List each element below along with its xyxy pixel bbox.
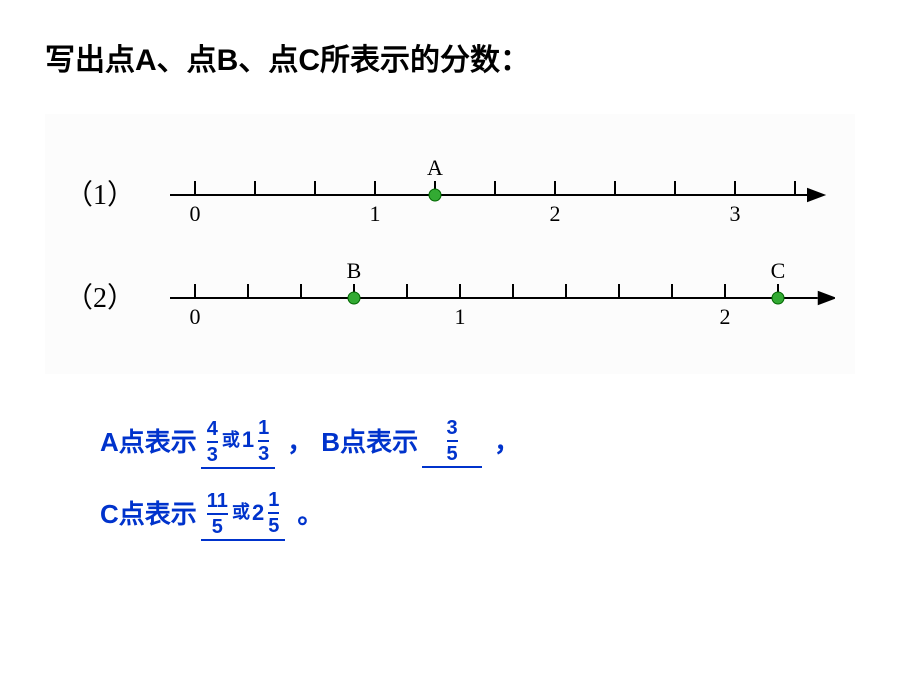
number-line-2-row: （2） 0 1 2 B C: [45, 253, 855, 338]
a-mixed-frac: 1 3: [258, 418, 269, 464]
a-mixed-whole: 1: [242, 416, 254, 464]
answer-line-1: A点表示 4 3 或 1 1 3 ， B点表示 3 5: [100, 414, 875, 471]
b-frac-den: 5: [447, 442, 458, 464]
b-frac: 3 5: [447, 418, 458, 464]
nl1-svg: 0 1 2 3 A: [155, 150, 835, 235]
number-line-panel: （1） 0 1 2 3 A （2） 0 1 2 B C: [45, 114, 855, 374]
c-prefix: C点表示: [100, 486, 197, 543]
page-title: 写出点A、点B、点C所表示的分数：: [45, 35, 875, 79]
comma-1: ，: [287, 414, 313, 471]
b-prefix: B点表示: [321, 414, 418, 471]
a-frac1-den: 3: [207, 443, 218, 465]
svg-text:1: 1: [370, 201, 381, 226]
nl2-svg: 0 1 2 B C: [155, 253, 835, 338]
svg-text:0: 0: [190, 201, 201, 226]
c-mixed-num: 1: [268, 490, 279, 512]
b-frac-num: 3: [447, 418, 458, 440]
b-blank: 3 5: [422, 418, 482, 468]
a-frac1: 4 3: [207, 419, 218, 465]
c-or: 或: [232, 493, 250, 533]
svg-text:2: 2: [720, 304, 731, 329]
svg-text:1: 1: [455, 304, 466, 329]
c-frac1-num: 11: [207, 491, 228, 513]
a-mixed-num: 1: [258, 418, 269, 440]
a-mixed: 1 1 3: [242, 416, 271, 464]
answer-line-2: C点表示 11 5 或 2 1 5 。: [100, 486, 875, 543]
answers-block: A点表示 4 3 或 1 1 3 ， B点表示 3 5: [45, 414, 875, 543]
a-mixed-den: 3: [258, 442, 269, 464]
svg-text:B: B: [347, 258, 362, 283]
a-prefix: A点表示: [100, 414, 197, 471]
a-or: 或: [222, 421, 240, 461]
svg-text:C: C: [771, 258, 786, 283]
c-mixed-whole: 2: [252, 489, 264, 537]
c-mixed-den: 5: [268, 514, 279, 536]
svg-text:2: 2: [550, 201, 561, 226]
c-frac1-den: 5: [212, 515, 223, 537]
c-frac1: 11 5: [207, 491, 228, 537]
nl1-label: （1）: [45, 173, 155, 213]
comma-2: ，: [494, 414, 520, 471]
period: 。: [297, 486, 323, 543]
a-blank: 4 3 或 1 1 3: [201, 416, 276, 468]
svg-text:0: 0: [190, 304, 201, 329]
nl2-label: （2）: [45, 276, 155, 316]
c-blank: 11 5 或 2 1 5: [201, 489, 286, 541]
c-mixed-frac: 1 5: [268, 490, 279, 536]
number-line-1-row: （1） 0 1 2 3 A: [45, 150, 855, 235]
c-mixed: 2 1 5: [252, 489, 281, 537]
svg-text:3: 3: [730, 201, 741, 226]
svg-text:A: A: [427, 155, 443, 180]
a-frac1-num: 4: [207, 419, 218, 441]
